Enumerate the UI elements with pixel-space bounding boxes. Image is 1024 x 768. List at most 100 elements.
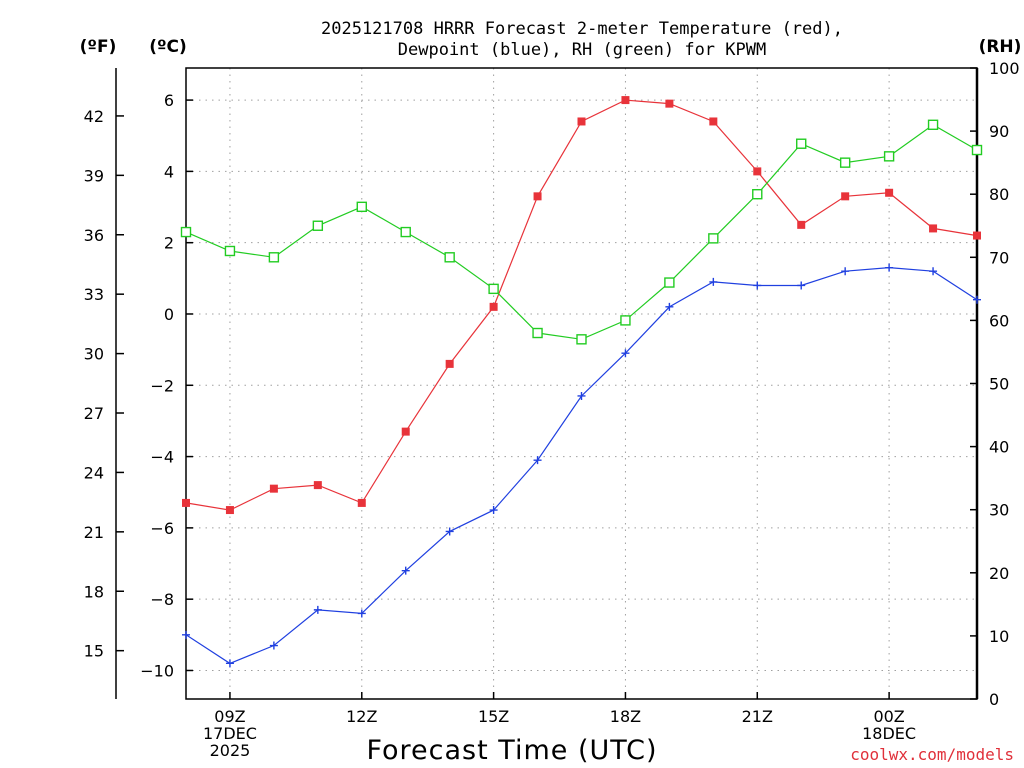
fahrenheit-tick-label: 15 xyxy=(84,642,104,661)
rh-tick-label: 100 xyxy=(989,59,1020,78)
rh-point xyxy=(224,245,236,257)
chart-title: 2025121708 HRRR Forecast 2-meter Tempera… xyxy=(321,19,843,60)
rh-unit-label: (RH) xyxy=(979,37,1022,57)
time-tick-label: 12Z xyxy=(346,707,377,726)
series-2-meter-temperature xyxy=(182,96,981,515)
celsius-tick-label: 0 xyxy=(164,305,174,324)
rh-point xyxy=(971,144,983,156)
rh-tick-label: 10 xyxy=(989,627,1009,646)
2-meter-temperature-point xyxy=(929,224,938,233)
dewpoint-point xyxy=(665,302,674,311)
2-meter-temperature-point xyxy=(841,192,850,201)
rh-point xyxy=(752,188,763,200)
rh-point xyxy=(180,226,192,238)
time-tick-label: 15Z xyxy=(478,707,509,726)
celsius-tick-label: 2 xyxy=(164,234,174,253)
time-tick-label: 00Z xyxy=(873,707,904,726)
rh-point xyxy=(796,138,807,149)
rh-tick-label: 90 xyxy=(989,122,1009,141)
dewpoint-point xyxy=(841,267,850,276)
title-line-1: 2025121708 HRRR Forecast 2-meter Tempera… xyxy=(321,19,843,39)
rh-point xyxy=(576,334,587,345)
rh-tick-label: 0 xyxy=(989,690,999,709)
rh-point xyxy=(883,151,895,162)
fahrenheit-tick-label: 30 xyxy=(84,345,104,364)
dewpoint-point xyxy=(709,277,718,286)
2-meter-temperature-point xyxy=(709,117,718,126)
2-meter-temperature-point xyxy=(753,167,762,176)
celsius-axis: 6 4 2 0 −2 −4 −6 −8 −10 xyxy=(140,91,193,680)
rh-tick-label: 80 xyxy=(989,185,1009,204)
fahrenheit-tick-label: 24 xyxy=(84,463,104,482)
celsius-tick-label: −2 xyxy=(150,376,174,395)
fahrenheit-tick-label: 27 xyxy=(84,404,104,423)
dewpoint-point xyxy=(269,641,278,650)
fahrenheit-tick-label: 18 xyxy=(84,582,104,601)
2-meter-temperature-point xyxy=(665,99,674,108)
title-line-2: Dewpoint (blue), RH (green) for KPWM xyxy=(398,40,766,60)
rh-point xyxy=(400,226,411,238)
time-tick-label: 2025 xyxy=(210,741,251,760)
time-tick-label: 17DEC xyxy=(203,724,257,743)
2-meter-temperature-point xyxy=(533,192,542,201)
dewpoint-point xyxy=(357,609,366,618)
time-tick-label: 09Z xyxy=(214,707,245,726)
rh-point xyxy=(664,277,675,288)
rh-point xyxy=(532,327,543,339)
rh-point xyxy=(708,233,719,244)
dewpoint-point xyxy=(225,659,234,668)
2-meter-temperature-point xyxy=(621,96,630,105)
series-dewpoint xyxy=(182,263,981,668)
grid xyxy=(186,68,977,699)
celsius-tick-label: −8 xyxy=(150,590,174,609)
plot-border xyxy=(185,67,978,700)
dewpoint-point xyxy=(182,630,190,639)
x-axis-label: Forecast Time (UTC) xyxy=(366,735,657,766)
dewpoint-point xyxy=(621,349,630,358)
dewpoint-point xyxy=(885,263,894,272)
celsius-tick-label: −4 xyxy=(150,448,174,467)
time-tick-label: 21Z xyxy=(742,707,773,726)
rh-tick-label: 20 xyxy=(989,564,1009,583)
rh-tick-label: 60 xyxy=(989,311,1009,330)
rh-tick-label: 30 xyxy=(989,501,1009,520)
2-meter-temperature-point xyxy=(973,231,981,240)
rh-point xyxy=(356,201,367,213)
dewpoint-point xyxy=(533,456,542,465)
rh-point xyxy=(620,315,631,326)
2-meter-temperature-line xyxy=(185,99,978,511)
fahrenheit-tick-label: 33 xyxy=(84,285,104,304)
celsius-tick-label: 4 xyxy=(164,162,174,181)
credit-text: coolwx.com/models xyxy=(850,745,1014,764)
celsius-tick-label: −10 xyxy=(140,661,174,680)
rh-line xyxy=(185,124,978,340)
rh-point xyxy=(444,252,455,263)
celsius-tick-label: −6 xyxy=(150,519,174,538)
dewpoint-point xyxy=(753,281,762,290)
fahrenheit-tick-label: 42 xyxy=(84,107,104,126)
fahrenheit-unit-label: (ºF) xyxy=(80,37,117,57)
celsius-tick-label: 6 xyxy=(164,91,174,110)
rh-axis: 0 10 20 30 40 50 60 70 80 90 100 xyxy=(970,59,1020,709)
dewpoint-point xyxy=(929,267,938,276)
rh-point xyxy=(927,119,939,130)
rh-point xyxy=(488,283,499,295)
2-meter-temperature-point xyxy=(357,498,366,507)
2-meter-temperature-point xyxy=(401,427,410,436)
time-tick-label: 18Z xyxy=(610,707,641,726)
celsius-unit-label: (ºC) xyxy=(149,37,187,57)
2-meter-temperature-point xyxy=(885,188,894,197)
rh-tick-label: 40 xyxy=(989,438,1009,457)
2-meter-temperature-point xyxy=(577,117,586,126)
rh-point xyxy=(839,157,851,168)
2-meter-temperature-point xyxy=(225,506,234,515)
dewpoint-point xyxy=(973,295,981,304)
dewpoint-line xyxy=(185,266,978,665)
dewpoint-point xyxy=(313,605,322,614)
2-meter-temperature-point xyxy=(269,484,278,493)
fahrenheit-tick-label: 39 xyxy=(84,166,104,185)
time-tick-label: 18DEC xyxy=(862,724,916,743)
2-meter-temperature-point xyxy=(445,359,454,368)
